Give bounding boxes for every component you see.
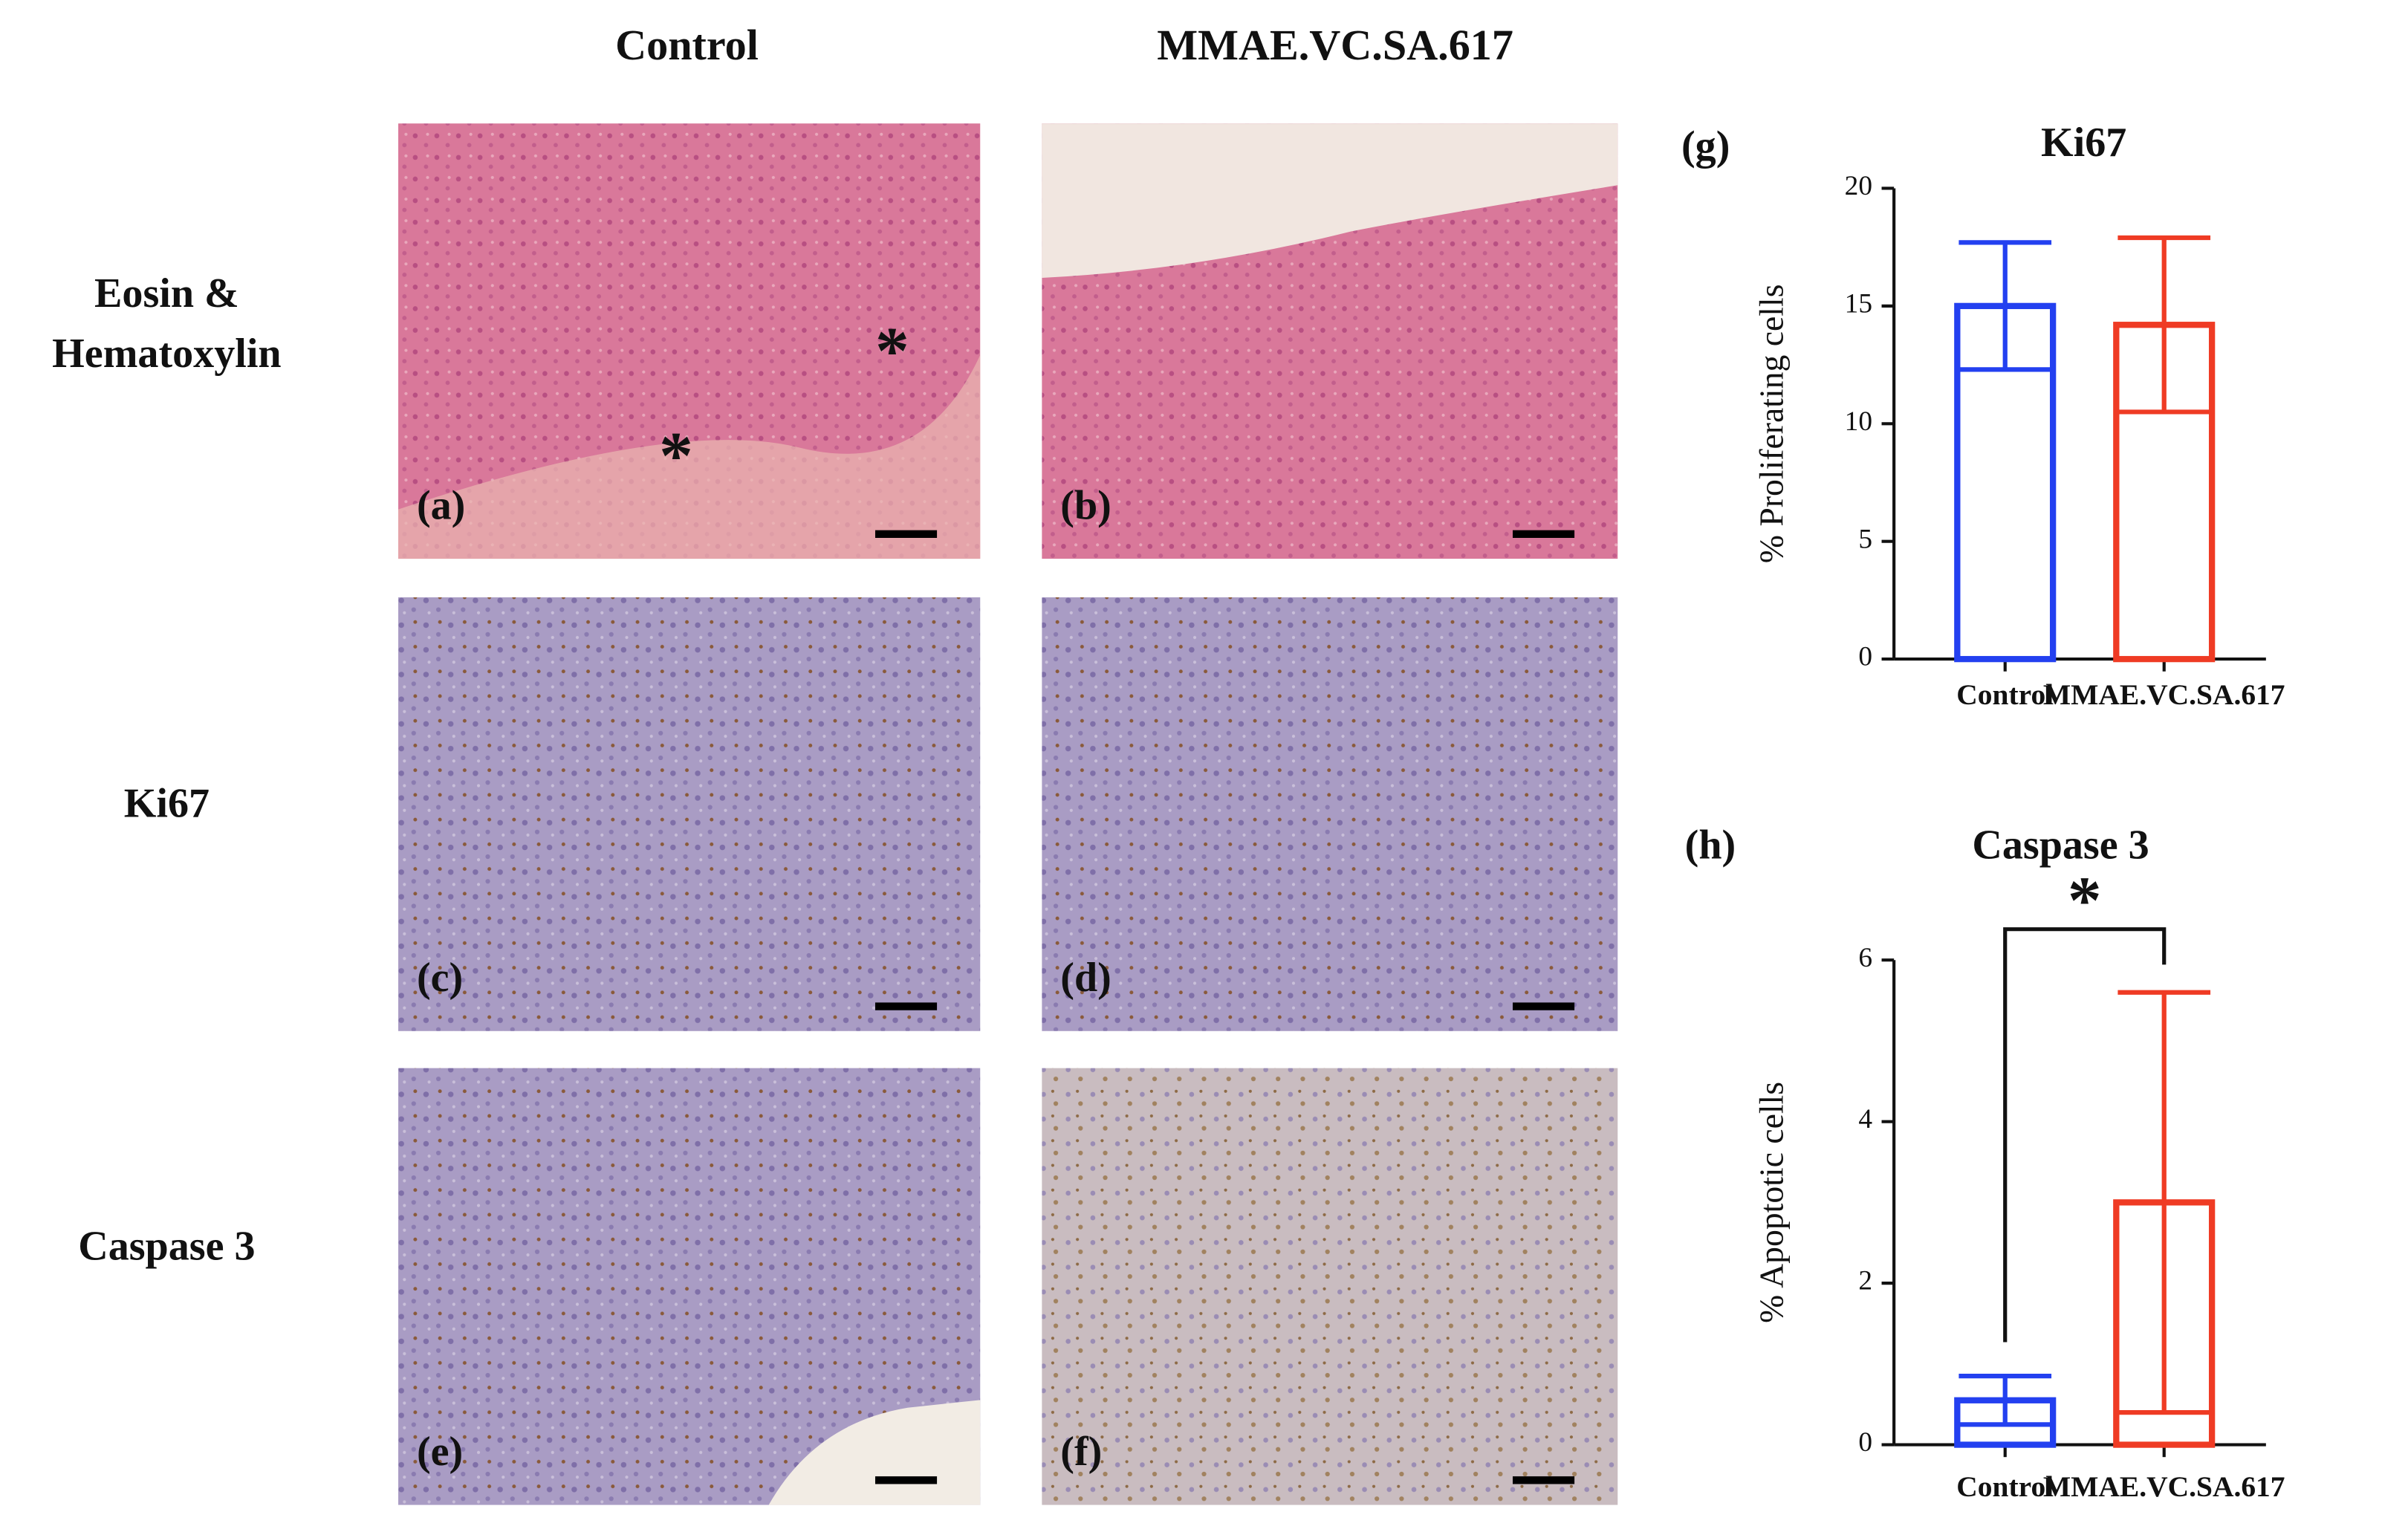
- y-tick-label: 0: [1858, 1427, 1872, 1458]
- chart-title: Ki67: [2041, 120, 2126, 166]
- x-tick-label: Control: [1956, 1470, 2054, 1503]
- row-label: Ki67: [124, 780, 210, 826]
- y-axis-label: % Apoptotic cells: [1753, 1082, 1791, 1323]
- y-tick-label: 0: [1858, 642, 1872, 672]
- x-tick-label: MMAE.VC.SA.617: [2043, 1470, 2285, 1503]
- panel-label: (b): [1060, 482, 1111, 528]
- error-bar: [1958, 240, 2052, 372]
- row-label: Eosin &: [94, 270, 239, 316]
- column-title: Control: [615, 21, 759, 69]
- y-tick-label: 20: [1845, 171, 1872, 201]
- significance-label: *: [2068, 863, 2102, 938]
- y-tick-label: 4: [1858, 1104, 1872, 1134]
- y-tick-label: 5: [1858, 524, 1872, 554]
- column-title: MMAE.VC.SA.617: [1157, 21, 1513, 69]
- panel-label: (a): [417, 482, 465, 528]
- row-label: Hematoxylin: [52, 331, 281, 377]
- panel-label: (h): [1685, 822, 1736, 869]
- panel-label: (g): [1681, 123, 1730, 169]
- asterisk: *: [875, 314, 909, 389]
- membrane: [1042, 123, 1618, 278]
- panel-label: (d): [1060, 955, 1111, 1001]
- x-tick-label: Control: [1956, 678, 2054, 711]
- chart-title: Caspase 3: [1972, 822, 2149, 869]
- row-label: Caspase 3: [78, 1224, 255, 1270]
- micrograph: [1042, 1068, 1618, 1505]
- asterisk: *: [659, 418, 693, 493]
- error-bar: [2117, 990, 2211, 1415]
- y-tick-label: 6: [1858, 943, 1872, 973]
- micrograph: [398, 597, 981, 1031]
- error-bar: [2117, 235, 2211, 415]
- significance-bracket: [2003, 927, 2167, 1343]
- panel-label: (f): [1060, 1429, 1102, 1475]
- panel-label: (e): [417, 1429, 463, 1475]
- stroma-band: [398, 354, 981, 559]
- micrograph: [1042, 597, 1618, 1031]
- panel-label: (c): [417, 955, 463, 1001]
- error-bar: [1958, 1374, 2052, 1427]
- x-tick-label: MMAE.VC.SA.617: [2043, 678, 2285, 711]
- y-axis-label: % Proliferating cells: [1753, 285, 1791, 564]
- y-tick-label: 2: [1858, 1266, 1872, 1296]
- y-tick-label: 10: [1845, 406, 1872, 437]
- y-tick-label: 15: [1845, 288, 1872, 319]
